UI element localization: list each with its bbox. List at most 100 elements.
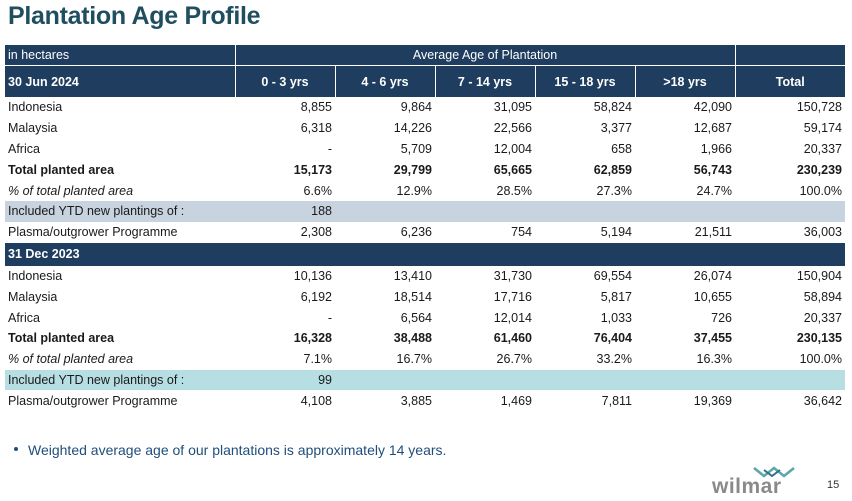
cell-value: 42,090 — [693, 100, 732, 115]
column-header: 0 - 3 yrs — [235, 65, 336, 97]
cell-value: 16.7% — [396, 352, 432, 367]
cell-value: 1,033 — [600, 310, 632, 325]
cell-value: 6,564 — [400, 310, 432, 325]
cell-value: 230,135 — [796, 331, 842, 346]
cell-value: 1,469 — [500, 393, 532, 408]
cell-value: 59,174 — [803, 121, 842, 136]
row-label: Total planted area — [8, 331, 115, 346]
cell-value: 230,239 — [796, 162, 842, 177]
cell-value: 12.9% — [396, 183, 432, 198]
cell-value: 12,014 — [493, 310, 532, 325]
cell-value: 6,318 — [300, 121, 332, 136]
cell-value: 658 — [611, 141, 632, 156]
cell-value: 17,716 — [493, 289, 532, 304]
cell-value — [635, 200, 735, 222]
cell-value: 31,730 — [493, 268, 532, 283]
row-label: Indonesia — [8, 268, 63, 283]
cell-value: 14,226 — [393, 121, 432, 136]
table-row: Total planted area 15,173 29,799 65,665 62,8… — [5, 159, 845, 180]
cell-value: 99 — [235, 369, 335, 391]
row-label: Malaysia — [8, 289, 58, 304]
footnote-text: Weighted average age of our plantations … — [28, 442, 447, 458]
cell-value: 726 — [711, 310, 732, 325]
cell-value — [735, 369, 845, 391]
table-header-row-2: 30 Jun 2024 0 - 3 yrs 4 - 6 yrs 7 - 14 y… — [5, 65, 845, 97]
table-row: Plasma/outgrower Programme 4,108 3,885 1,46… — [5, 390, 845, 411]
row-label: % of total planted area — [8, 183, 134, 198]
cell-value: 56,743 — [693, 162, 732, 177]
date-label-2023: 31 Dec 2023 — [5, 242, 845, 266]
group-label: Average Age of Plantation — [235, 45, 736, 66]
cell-value: 24.7% — [696, 183, 732, 198]
logo-text: wilmar — [712, 475, 782, 498]
header-blank — [735, 45, 845, 66]
column-header: 15 - 18 yrs — [535, 65, 636, 97]
cell-value: 76,404 — [593, 331, 632, 346]
cell-value: 61,460 — [493, 331, 532, 346]
cell-value: - — [327, 141, 332, 156]
cell-value — [335, 369, 435, 391]
cell-value: 26.7% — [496, 352, 532, 367]
section-2024: Indonesia 8,855 9,864 31,095 58,824 42,090 150… — [5, 97, 845, 243]
row-label: Africa — [8, 310, 40, 325]
cell-value: 9,864 — [400, 100, 432, 115]
cell-value: 58,894 — [803, 289, 842, 304]
cell-value: 10,136 — [293, 268, 332, 283]
table-header-row-1: in hectares Average Age of Plantation — [5, 45, 845, 66]
cell-value: 13,410 — [393, 268, 432, 283]
row-label: Included YTD new plantings of : — [5, 369, 235, 391]
column-header: >18 yrs — [635, 65, 736, 97]
cell-value — [335, 200, 435, 222]
cell-value: 20,337 — [803, 141, 842, 156]
table-row: Total planted area 16,328 38,488 61,460 76,4… — [5, 328, 845, 349]
column-header: 7 - 14 yrs — [435, 65, 536, 97]
cell-value: 37,455 — [693, 331, 732, 346]
cell-value: 28.5% — [496, 183, 532, 198]
cell-value: 7,811 — [601, 393, 632, 408]
table-row: % of total planted area 7.1% 16.7% 26.7% 33.… — [5, 349, 845, 370]
table-row: Africa - 5,709 12,004 658 1,966 20,337 — [5, 139, 845, 160]
cell-value — [635, 369, 735, 391]
cell-value: 16.3% — [696, 352, 732, 367]
cell-value: 65,665 — [493, 162, 532, 177]
cell-value: 31,095 — [493, 100, 532, 115]
cell-value: 16,328 — [293, 331, 332, 346]
cell-value: 12,004 — [493, 141, 532, 156]
cell-value: 188 — [235, 200, 335, 222]
cell-value: 36,642 — [803, 393, 842, 408]
cell-value: 3,885 — [400, 393, 432, 408]
cell-value: 62,859 — [593, 162, 632, 177]
cell-value: 754 — [511, 225, 532, 240]
wilmar-logo-mark-icon — [753, 466, 795, 478]
table-row: Indonesia 10,136 13,410 31,730 69,554 26,074 1… — [5, 266, 845, 287]
page-number: 15 — [827, 479, 840, 491]
cell-value: 19,369 — [693, 393, 732, 408]
cell-value: 12,687 — [693, 121, 732, 136]
cell-value: 20,337 — [803, 310, 842, 325]
cell-value: 10,655 — [693, 289, 732, 304]
cell-value: 150,728 — [796, 100, 842, 115]
cell-value: 36,003 — [803, 225, 842, 240]
cell-value: 69,554 — [593, 268, 632, 283]
cell-value: 15,173 — [293, 162, 332, 177]
row-label: Plasma/outgrower Programme — [8, 393, 178, 408]
date-label-2024: 30 Jun 2024 — [5, 65, 236, 97]
row-label: Total planted area — [8, 162, 115, 177]
row-label: Malaysia — [8, 121, 58, 136]
table-row: Africa - 6,564 12,014 1,033 726 20,337 — [5, 307, 845, 328]
table-row: Malaysia 6,318 14,226 22,566 3,377 12,687 59,1… — [5, 118, 845, 139]
page-title: Plantation Age Profile — [8, 2, 261, 30]
cell-value: 1,966 — [700, 141, 732, 156]
cell-value: 6.6% — [303, 183, 333, 198]
cell-value: 29,799 — [393, 162, 432, 177]
cell-value: 7.1% — [303, 352, 333, 367]
cell-value: 18,514 — [393, 289, 432, 304]
cell-value — [535, 200, 635, 222]
row-label: Plasma/outgrower Programme — [8, 225, 178, 240]
cell-value — [435, 200, 535, 222]
table-row: Included YTD new plantings of :99 — [5, 369, 845, 391]
cell-value: 2,308 — [300, 225, 332, 240]
cell-value: 100.0% — [799, 183, 842, 198]
cell-value: - — [327, 310, 332, 325]
cell-value: 5,194 — [600, 225, 632, 240]
